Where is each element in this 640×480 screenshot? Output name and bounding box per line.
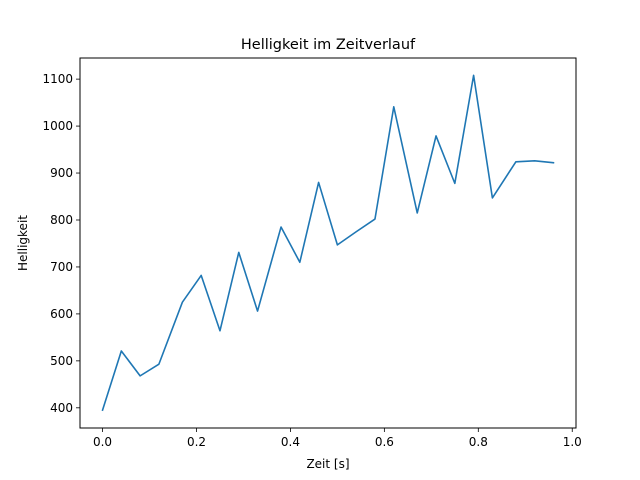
x-axis-ticks: 0.0 0.2 0.4 0.6 0.8 1.0 xyxy=(93,428,582,449)
plot-frame xyxy=(79,57,577,429)
y-tick-label: 500 xyxy=(50,354,73,368)
y-tick-label: 600 xyxy=(50,307,73,321)
y-tick-label: 1000 xyxy=(42,119,73,133)
y-tick-label: 800 xyxy=(50,213,73,227)
y-axis-ticks: 400 500 600 700 800 900 1000 1100 xyxy=(42,72,80,415)
x-tick-label: 0.0 xyxy=(93,435,112,449)
data-line-helligkeit xyxy=(101,74,555,412)
x-tick-label: 0.4 xyxy=(281,435,300,449)
x-tick-label: 0.8 xyxy=(469,435,488,449)
y-tick-label: 400 xyxy=(50,401,73,415)
y-axis-label: Helligkeit xyxy=(16,215,30,271)
x-tick-label: 1.0 xyxy=(563,435,582,449)
chart-title: Helligkeit im Zeitverlauf xyxy=(241,37,416,53)
x-tick-label: 0.2 xyxy=(187,435,206,449)
x-tick-label: 0.6 xyxy=(375,435,394,449)
y-tick-label: 1100 xyxy=(42,72,73,86)
y-tick-label: 900 xyxy=(50,166,73,180)
y-tick-label: 700 xyxy=(50,260,73,274)
x-axis-label: Zeit [s] xyxy=(306,457,349,471)
